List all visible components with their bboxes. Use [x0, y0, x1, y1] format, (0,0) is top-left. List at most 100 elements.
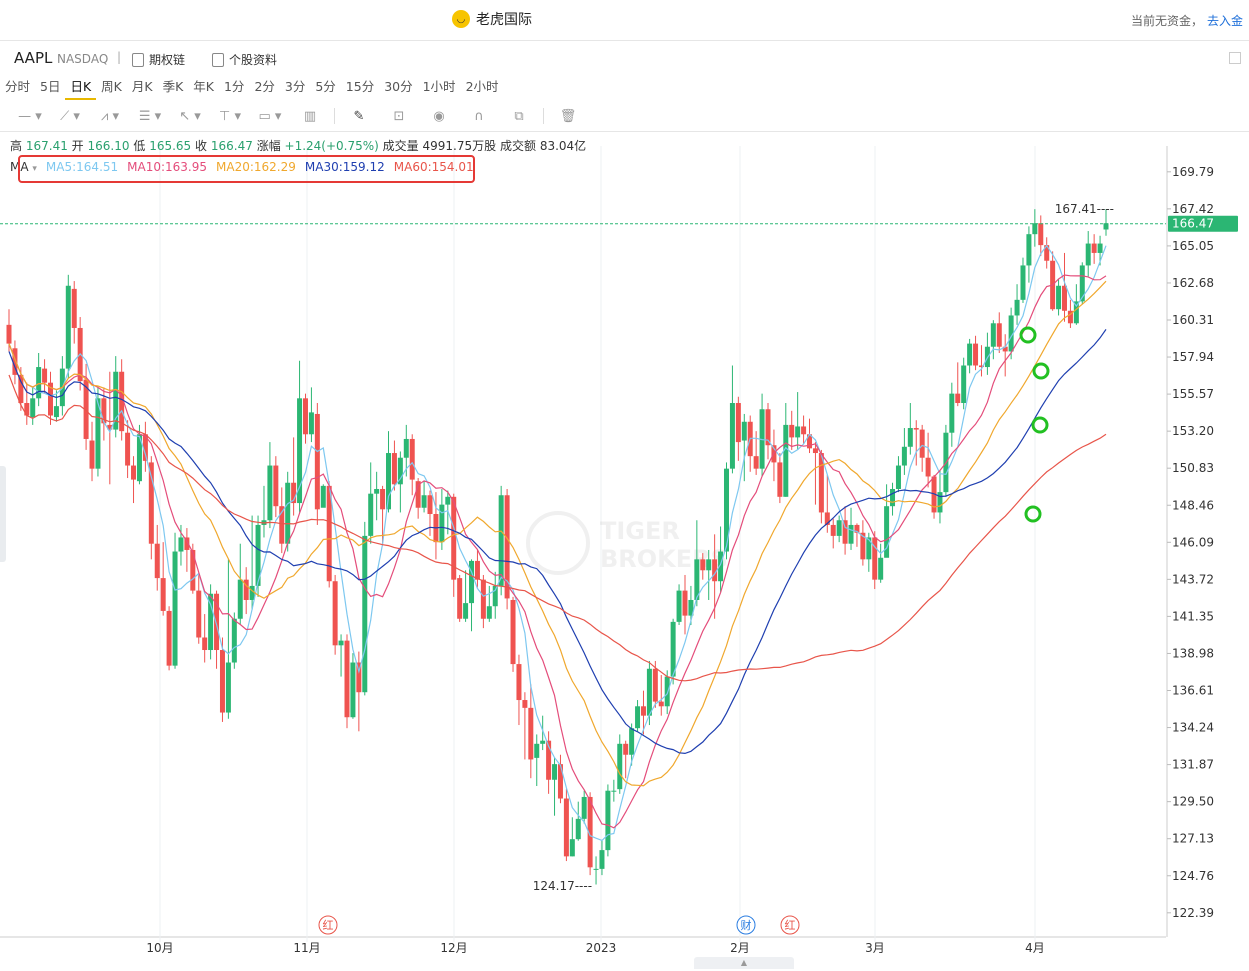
period-tab-3[interactable]: 周K: [101, 79, 122, 94]
arrow-tool-icon[interactable]: ↖ ▾: [179, 108, 201, 124]
candle-down: [302, 398, 308, 435]
period-tab-1[interactable]: 5日: [40, 79, 61, 94]
x-tick-label: 10月: [146, 941, 173, 955]
period-tab-7[interactable]: 1分: [223, 79, 245, 94]
period-tab-13[interactable]: 1小时: [422, 79, 456, 94]
candle-up: [848, 524, 854, 544]
event-marker-circle[interactable]: [780, 915, 800, 935]
event-marker-label[interactable]: 财: [741, 918, 752, 932]
options-chain-label: 期权链: [149, 53, 186, 67]
period-tab-11[interactable]: 15分: [345, 79, 375, 94]
candle-up: [1085, 243, 1091, 266]
candle-up: [469, 560, 475, 604]
stock-profile-link[interactable]: 个股资料: [212, 51, 277, 68]
copy-icon[interactable]: ⧉: [514, 108, 524, 124]
candle-up: [990, 323, 996, 347]
low-marker-label: 124.17----: [533, 879, 592, 893]
candle-up: [350, 662, 356, 718]
stock-header: AAPL NASDAQ | 期权链 个股资料: [0, 46, 1249, 70]
event-marker-circle[interactable]: [318, 915, 338, 935]
magnet-icon[interactable]: ∩: [474, 108, 484, 124]
candle-down: [700, 559, 706, 571]
candle-up: [1073, 301, 1079, 324]
period-tab-8[interactable]: 2分: [254, 79, 275, 94]
period-tab-5[interactable]: 季K: [162, 79, 184, 94]
period-tabs: 分时 5日 日K 周K 月K 季K 年K 1分 2分 3分 5分 15分 30分 1小时 2小时: [0, 76, 504, 100]
candle-up: [949, 393, 955, 433]
candle-up: [866, 537, 872, 560]
y-tick-label: 157.94: [1172, 350, 1214, 364]
panel-toggle-icon[interactable]: [1229, 52, 1241, 64]
ma-value-0: MA5:164.51: [45, 160, 119, 174]
candle-up: [267, 465, 273, 521]
period-tab-10[interactable]: 5分: [315, 79, 336, 94]
text-tool-icon[interactable]: ▭ ▾: [258, 108, 282, 124]
candle-down: [753, 456, 759, 469]
y-tick-label: 150.83: [1172, 461, 1214, 475]
trendline-tool-icon[interactable]: ⟋ ▾: [60, 108, 80, 124]
y-tick-label: 127.13: [1172, 832, 1214, 846]
candle-up: [178, 537, 184, 552]
eye-icon[interactable]: ◉: [433, 108, 445, 124]
measure-tool-icon[interactable]: ▥: [303, 108, 317, 124]
candle-up: [1014, 299, 1020, 316]
candle-down: [1002, 346, 1008, 352]
change-value: +1.24(+0.75%): [284, 139, 379, 153]
ma-value-4: MA60:154.01: [393, 160, 474, 174]
candle-up: [552, 764, 558, 780]
bottom-panel-toggle[interactable]: ▲: [694, 957, 794, 969]
stock-exchange: NASDAQ: [57, 52, 109, 66]
period-tab-14[interactable]: 2小时: [465, 79, 499, 94]
event-marker-label[interactable]: 红: [323, 919, 334, 932]
trash-icon[interactable]: 🗑: [559, 108, 577, 124]
candle-down: [830, 524, 836, 536]
wave-tool-icon[interactable]: ⩘ ▾: [101, 108, 119, 124]
period-tab-0[interactable]: 分时: [5, 79, 31, 94]
fib-tool-icon[interactable]: ⊤ ▾: [219, 108, 241, 124]
pen-icon[interactable]: ✎: [353, 108, 365, 124]
event-marker-circle[interactable]: [736, 915, 756, 935]
candle-down: [789, 424, 795, 438]
app-brand: ◡ 老虎国际: [452, 9, 532, 29]
deposit-link[interactable]: 去入金: [1206, 14, 1243, 28]
candle-up: [611, 790, 617, 792]
candle-down: [202, 637, 208, 651]
candle-up: [439, 504, 445, 543]
candle-up: [338, 640, 344, 646]
candle-up: [421, 495, 427, 508]
candle-down: [89, 440, 95, 469]
period-tab-4[interactable]: 月K: [131, 79, 153, 94]
candle-down: [219, 650, 225, 713]
unlock-icon[interactable]: ⊡: [393, 108, 405, 124]
high-label: 高: [10, 139, 23, 153]
y-tick-label: 146.09: [1172, 535, 1214, 549]
kline-chart[interactable]: 169.79 167.42 165.05 162.68 160.31 157.94 155.…: [0, 146, 1249, 971]
y-tick-label: 167.42: [1172, 202, 1214, 216]
options-chain-link[interactable]: 期权链: [132, 51, 185, 68]
channel-tool-icon[interactable]: ☰ ▾: [138, 108, 162, 124]
candle-down: [801, 426, 807, 435]
line-tool-icon[interactable]: — ▾: [18, 108, 42, 124]
candle-down: [48, 382, 54, 416]
candle-up: [664, 676, 670, 707]
high-marker-label: 167.41----: [1055, 202, 1114, 216]
candle-down: [955, 393, 961, 404]
candle-down: [409, 438, 415, 480]
period-tab-12[interactable]: 30分: [384, 79, 413, 94]
y-tick-label: 134.24: [1172, 721, 1214, 735]
event-marker-label[interactable]: 红: [785, 919, 796, 932]
candle-down: [243, 579, 249, 600]
close-value: 166.47: [210, 139, 253, 153]
candle-down: [125, 432, 131, 466]
candle-up: [362, 535, 368, 693]
period-tab-6[interactable]: 年K: [193, 79, 214, 94]
period-tab-9[interactable]: 3分: [284, 79, 306, 94]
toolbar-divider: [334, 108, 335, 124]
ma30-line: [8, 329, 1107, 755]
candle-up: [136, 434, 142, 482]
period-tab-2[interactable]: 日K: [65, 76, 97, 100]
candle-up: [463, 603, 469, 619]
candle-up: [231, 618, 237, 663]
left-panel-handle[interactable]: [0, 466, 6, 562]
candle-up: [878, 557, 884, 580]
